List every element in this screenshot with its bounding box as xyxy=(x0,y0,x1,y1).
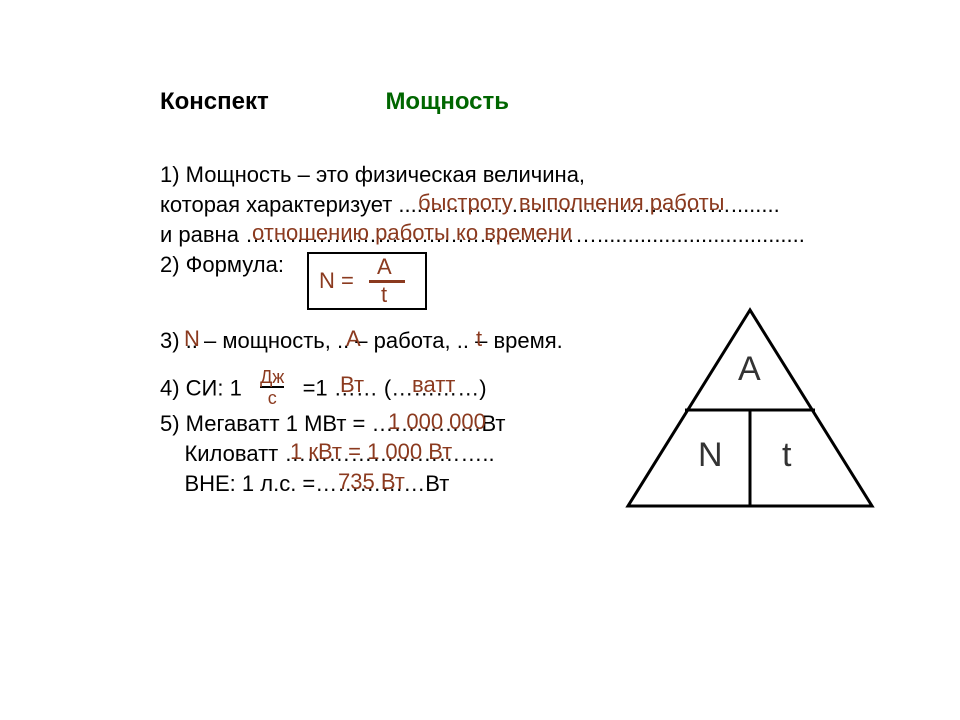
header-title: Мощность xyxy=(385,88,509,115)
p3-ans-a: A xyxy=(346,324,361,354)
p1-line3: и равна …………………………………………................… xyxy=(160,220,820,250)
formula-triangle: А N t xyxy=(620,306,880,516)
p1-line1: 1) Мощность – это физическая величина, xyxy=(160,160,820,190)
header-label: Конспект xyxy=(160,88,269,115)
p3-template: 3) .. – мощность, .. – работа, .. – врем… xyxy=(160,328,563,353)
triangle-bottom-left-letter: N xyxy=(698,436,723,475)
formula-numerator-a: A xyxy=(377,254,392,280)
triangle-svg xyxy=(620,306,880,516)
p4-after-frac: =1 …… (…………) xyxy=(303,375,487,400)
p5-hp-ans: 735 Вт xyxy=(338,467,405,497)
triangle-top-letter: А xyxy=(738,350,761,389)
p5-mega-ans: 1 000 000 xyxy=(388,407,486,437)
p3-ans-t: t xyxy=(476,324,482,354)
formula-denominator-t: t xyxy=(381,282,387,308)
p5-hp-template: ВНЕ: 1 л.с. =……………Вт xyxy=(160,471,449,496)
p5-kilo-ans: 1 кВт = 1 000 Вт xyxy=(290,437,452,467)
p4-ans-short: Вт xyxy=(340,370,364,400)
p1-line3-answer: отношению работы ко времени xyxy=(252,218,572,248)
p4-prefix: 4) СИ: 1 xyxy=(160,375,242,400)
p2-label: 2) Формула: xyxy=(160,250,820,280)
document-page: Конспект Мощность 1) Мощность – это физи… xyxy=(0,0,960,720)
p1-line2: которая характеризует ....……………………………………… xyxy=(160,190,820,220)
p4-fraction-den: с xyxy=(260,386,284,407)
formula-box: N = A t xyxy=(307,252,427,310)
formula-n-equals: N = xyxy=(319,268,354,294)
triangle-bottom-right-letter: t xyxy=(782,436,791,475)
p4-fraction: Дж с xyxy=(260,368,284,407)
p4-ans-long: ватт xyxy=(412,370,455,400)
header: Конспект Мощность xyxy=(160,88,509,116)
p4-fraction-num: Дж xyxy=(260,368,284,386)
p3-ans-n: N xyxy=(184,324,200,354)
p1-line2-answer: быстроту выполнения работы xyxy=(418,188,724,218)
